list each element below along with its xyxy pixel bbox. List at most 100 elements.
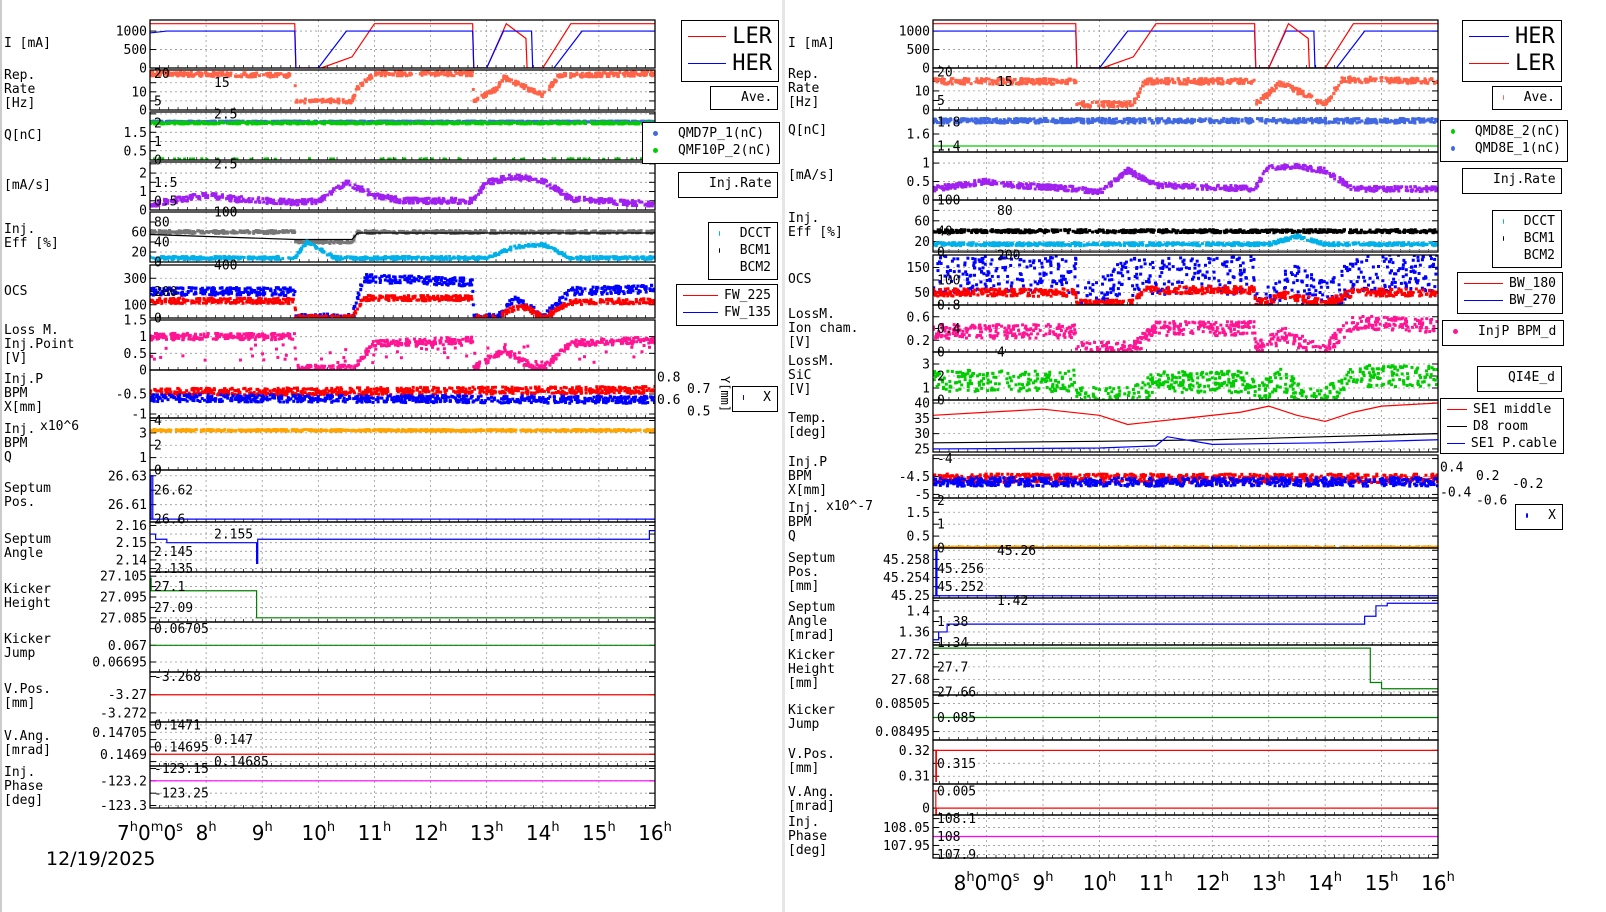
series-ave--point — [167, 70, 171, 74]
y-tick-label: 0 — [139, 204, 147, 219]
series-inj-rate-point — [355, 188, 359, 192]
series-inj-rate-point — [605, 198, 609, 202]
series-ave--point — [219, 73, 223, 77]
series-ave--point — [203, 71, 207, 75]
series-dcct-point — [595, 256, 599, 260]
series-bcm2-point — [315, 240, 319, 244]
series-ave--point — [408, 73, 412, 77]
series-ave--point — [510, 78, 514, 82]
series-ave--point — [176, 72, 180, 76]
series-dcct-point — [360, 257, 364, 261]
series-qmf10p-2-nc--point — [507, 122, 511, 126]
series-inj-rate-point — [572, 199, 576, 203]
series-dcct-point — [532, 244, 536, 248]
series-inj-rate-point — [185, 195, 189, 199]
series-inj-rate-point — [239, 195, 243, 199]
series-inj-rate-point — [360, 189, 364, 193]
series-inj-rate-point — [560, 189, 564, 193]
series-bcm2-point — [335, 239, 339, 243]
series-trace-point — [403, 157, 407, 160]
series-inj-rate-point — [595, 198, 599, 202]
series-bcm2-point — [265, 231, 269, 235]
series-dcct-point — [458, 255, 462, 259]
series-qmf10p-2-nc--point — [546, 120, 550, 124]
series-ave--point — [600, 74, 604, 78]
series-trace-point — [583, 157, 587, 160]
series-dcct-point — [252, 255, 256, 259]
series-qmf10p-2-nc--point — [560, 121, 564, 125]
series-ave--point — [275, 74, 279, 78]
series-qmf10p-2-nc--point — [492, 122, 496, 126]
series-ave--point — [497, 85, 501, 89]
series-dcct-point — [260, 255, 264, 259]
series-qmd7p-1-nc--point — [406, 119, 410, 123]
series-ave--point — [550, 80, 554, 84]
series-ave--point — [322, 99, 326, 103]
series-inj-rate-point — [338, 187, 342, 191]
series-dcct-point — [579, 255, 583, 259]
series-fw-135-point — [185, 292, 189, 296]
series-bcm2-point — [272, 231, 276, 235]
series-qmf10p-2-nc--point — [500, 121, 504, 125]
series-bcm2-point — [272, 229, 276, 233]
series-inj-rate-point — [355, 186, 359, 190]
y-tick-label: 2 — [154, 117, 162, 132]
series-inj-rate-point — [262, 200, 266, 204]
series-ave--point — [429, 73, 433, 77]
series-trace-point — [191, 157, 195, 160]
series-dcct-point — [630, 256, 634, 260]
y-tick-label: 40 — [154, 236, 170, 251]
series-trace-point — [235, 157, 239, 160]
series-inj-rate-point — [336, 184, 340, 188]
series-qmf10p-2-nc--point — [624, 121, 628, 125]
series-qmf10p-2-nc--point — [317, 120, 321, 124]
series-dcct-point — [504, 250, 508, 254]
series-inj-rate-point — [283, 200, 287, 204]
series-dcct-point — [291, 257, 295, 261]
series-inj-rate-point — [322, 194, 326, 198]
series-ave--point — [433, 74, 437, 78]
panel-frame — [149, 161, 656, 211]
series-dcct-point — [234, 256, 238, 260]
series-bcm2-point — [386, 230, 390, 234]
series-bcm2-point — [231, 229, 235, 233]
series-dcct-point — [375, 257, 379, 261]
series-ave--point — [458, 72, 462, 76]
series-inj-rate-point — [565, 192, 569, 196]
series-ave--point — [483, 92, 487, 96]
series-dcct-point — [471, 255, 475, 259]
series-ave--point — [505, 75, 509, 79]
series-inj-rate-point — [631, 199, 635, 203]
series-qmf10p-2-nc--point — [631, 122, 635, 126]
series-fw-135-point — [371, 276, 375, 280]
series-inj-rate-point — [300, 201, 304, 205]
series-bcm2-point — [620, 229, 624, 233]
series-qmf10p-2-nc--point — [464, 121, 468, 125]
series-inj-rate-point — [300, 198, 304, 202]
series-qmf10p-2-nc--point — [207, 121, 211, 125]
series-trace-point — [423, 157, 427, 160]
series-qmf10p-2-nc--point — [515, 121, 519, 125]
series-inj-rate-point — [398, 198, 402, 202]
series-dcct-point — [209, 257, 213, 261]
series-ave--point — [159, 70, 163, 74]
series-fw-135-point — [621, 290, 625, 294]
series-inj-rate-point — [540, 177, 544, 181]
series-inj-rate-point — [395, 197, 399, 201]
series-bcm2-point — [433, 229, 437, 233]
series-dcct-point — [588, 257, 592, 261]
series-inj-rate-point — [646, 204, 650, 208]
series-bcm2-point — [229, 230, 233, 234]
series-bcm2-point — [628, 230, 632, 234]
series-ave--point — [596, 71, 600, 75]
series-inj-rate-point — [269, 197, 273, 201]
series-inj-rate-point — [621, 200, 625, 204]
series-inj-rate-point — [597, 199, 601, 203]
series-inj-rate-point — [348, 183, 352, 187]
series-dcct-point — [331, 256, 335, 260]
series-ave--point — [361, 81, 365, 85]
series-bcm2-point — [153, 229, 157, 233]
series-ave--point — [337, 99, 341, 103]
series-ave--point — [320, 100, 324, 104]
